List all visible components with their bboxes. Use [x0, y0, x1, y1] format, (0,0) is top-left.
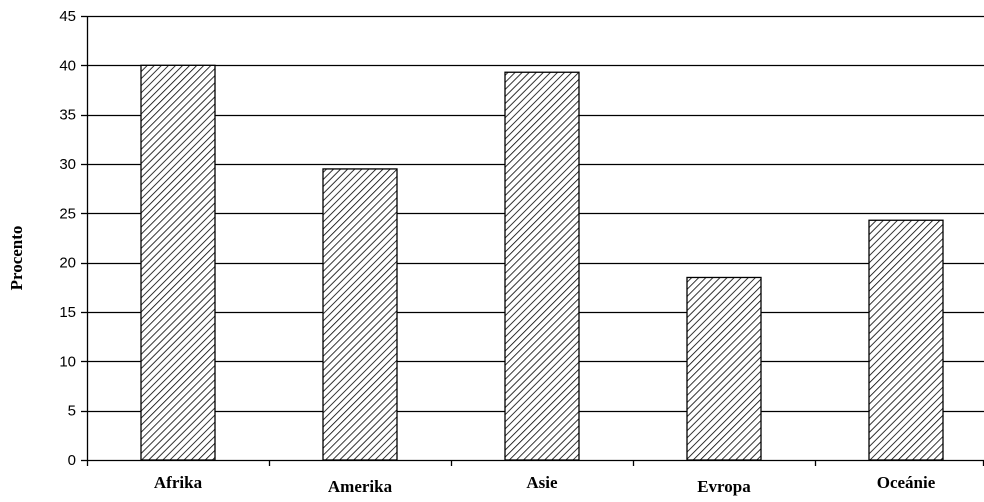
bar — [322, 168, 398, 461]
x-tick-label: Evropa — [697, 477, 751, 496]
axes — [81, 15, 984, 466]
bar — [686, 276, 762, 461]
bar — [504, 71, 580, 461]
y-tick-labels: 0 5 10 15 20 25 30 35 40 45 — [59, 8, 76, 469]
y-tick-label: 0 — [68, 452, 76, 469]
y-tick-label: 45 — [59, 8, 76, 25]
x-tick-label: Asie — [526, 473, 558, 492]
y-tick-label: 15 — [59, 304, 76, 321]
y-tick-label: 40 — [59, 57, 76, 74]
y-tick-label: 20 — [59, 255, 76, 272]
bar — [140, 64, 216, 461]
x-tick-label: Afrika — [154, 473, 203, 492]
x-tick-label: Oceánie — [877, 473, 936, 492]
bars — [140, 64, 944, 461]
y-tick-label: 30 — [59, 156, 76, 173]
x-tick-label: Amerika — [328, 477, 393, 496]
x-tick-labels: Afrika Amerika Asie Evropa Oceánie — [154, 473, 936, 496]
bar — [868, 219, 944, 461]
y-tick-label: 10 — [59, 353, 76, 370]
y-axis-label: Procento — [7, 226, 26, 291]
y-tick-label: 35 — [59, 107, 76, 124]
y-tick-label: 5 — [68, 403, 76, 420]
y-tick-label: 25 — [59, 205, 76, 222]
